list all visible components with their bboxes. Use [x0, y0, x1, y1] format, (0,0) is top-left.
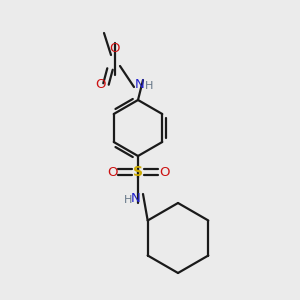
Text: H: H [124, 195, 132, 205]
Text: N: N [135, 77, 145, 91]
Text: O: O [159, 166, 169, 178]
Text: N: N [131, 191, 141, 205]
Text: O: O [95, 77, 105, 91]
Text: O: O [107, 166, 117, 178]
Text: S: S [133, 165, 143, 179]
Text: H: H [145, 81, 153, 91]
Text: O: O [110, 43, 120, 56]
